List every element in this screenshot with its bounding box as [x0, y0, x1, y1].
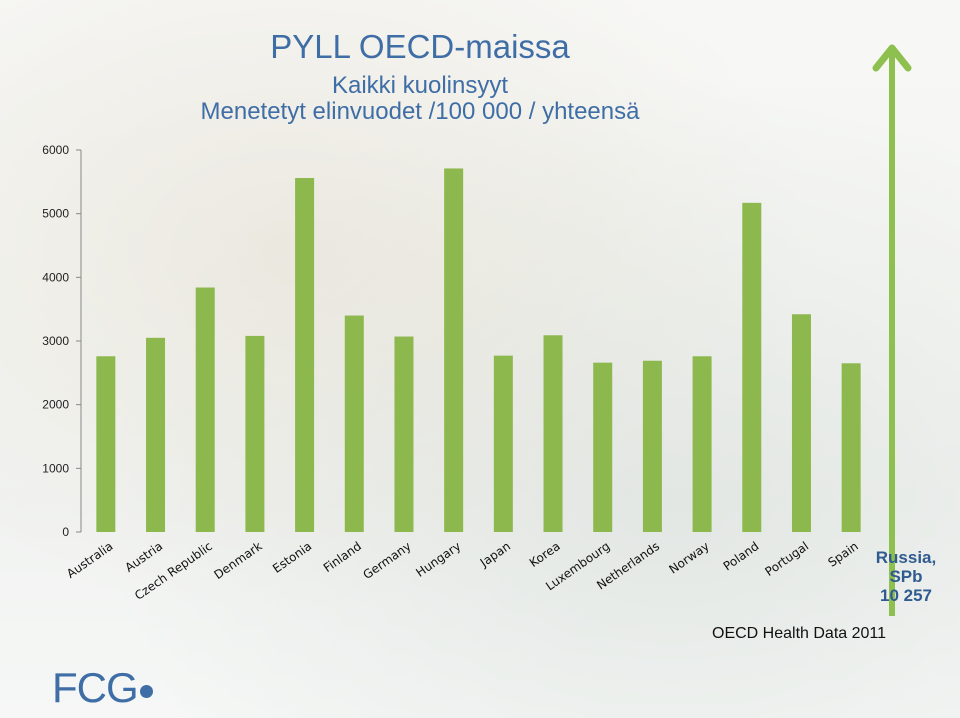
up-arrow-icon	[872, 44, 912, 616]
bar-hungary	[444, 168, 464, 533]
bar-germany	[394, 336, 414, 532]
x-tick-label: Poland	[721, 539, 762, 573]
x-tick-label: Austria	[122, 539, 165, 575]
bar-poland	[742, 202, 762, 533]
bar-luxembourg	[593, 362, 613, 532]
x-tick-label: Denmark	[211, 539, 264, 582]
bar-spain	[841, 363, 861, 532]
y-tick-label: 3000	[42, 334, 69, 348]
bar-czech-republic	[195, 287, 215, 532]
x-tick-label: Hungary	[413, 539, 463, 580]
x-tick-label: Australia	[64, 539, 116, 581]
y-tick-label: 2000	[42, 398, 69, 412]
bar-netherlands	[642, 360, 662, 532]
russia-line-1: Russia,	[875, 548, 937, 567]
russia-annotation: Russia, SPb 10 257	[866, 548, 946, 605]
x-tick-label: Estonia	[270, 539, 314, 576]
bar-estonia	[295, 178, 315, 532]
y-tick-label: 6000	[42, 143, 69, 157]
bar-norway	[692, 356, 712, 532]
russia-line-3: 10 257	[880, 586, 932, 605]
russia-line-2: SPb	[889, 567, 923, 586]
bar-finland	[344, 315, 364, 532]
bar-australia	[96, 356, 116, 532]
y-tick-label: 5000	[42, 207, 69, 221]
x-tick-label: Germany	[360, 539, 413, 582]
bar-denmark	[245, 335, 265, 532]
x-tick-label: Korea	[527, 539, 563, 570]
source-note: OECD Health Data 2011	[712, 625, 887, 642]
x-tick-label: Japan	[477, 539, 513, 570]
chart-title: PYLL OECD-maissa	[270, 28, 570, 65]
logo-dot	[140, 685, 153, 698]
fcg-logo: FCG	[52, 664, 139, 711]
bar-portugal	[791, 314, 811, 532]
y-tick-label: 1000	[42, 461, 69, 475]
chart-subtitle-2: Menetetyt elinvuodet /100 000 / yhteensä	[200, 98, 640, 125]
bar-korea	[543, 335, 563, 532]
y-tick-label: 4000	[42, 270, 69, 284]
x-tick-label: Finland	[321, 539, 364, 575]
bar-japan	[493, 355, 513, 532]
bar-austria	[146, 337, 166, 532]
x-tick-label: Norway	[666, 539, 711, 577]
x-tick-label: Spain	[825, 539, 860, 570]
chart-subtitle-1: Kaikki kuolinsyyt	[331, 72, 509, 99]
x-tick-label: Portugal	[762, 539, 811, 579]
y-tick-label: 0	[62, 525, 69, 539]
